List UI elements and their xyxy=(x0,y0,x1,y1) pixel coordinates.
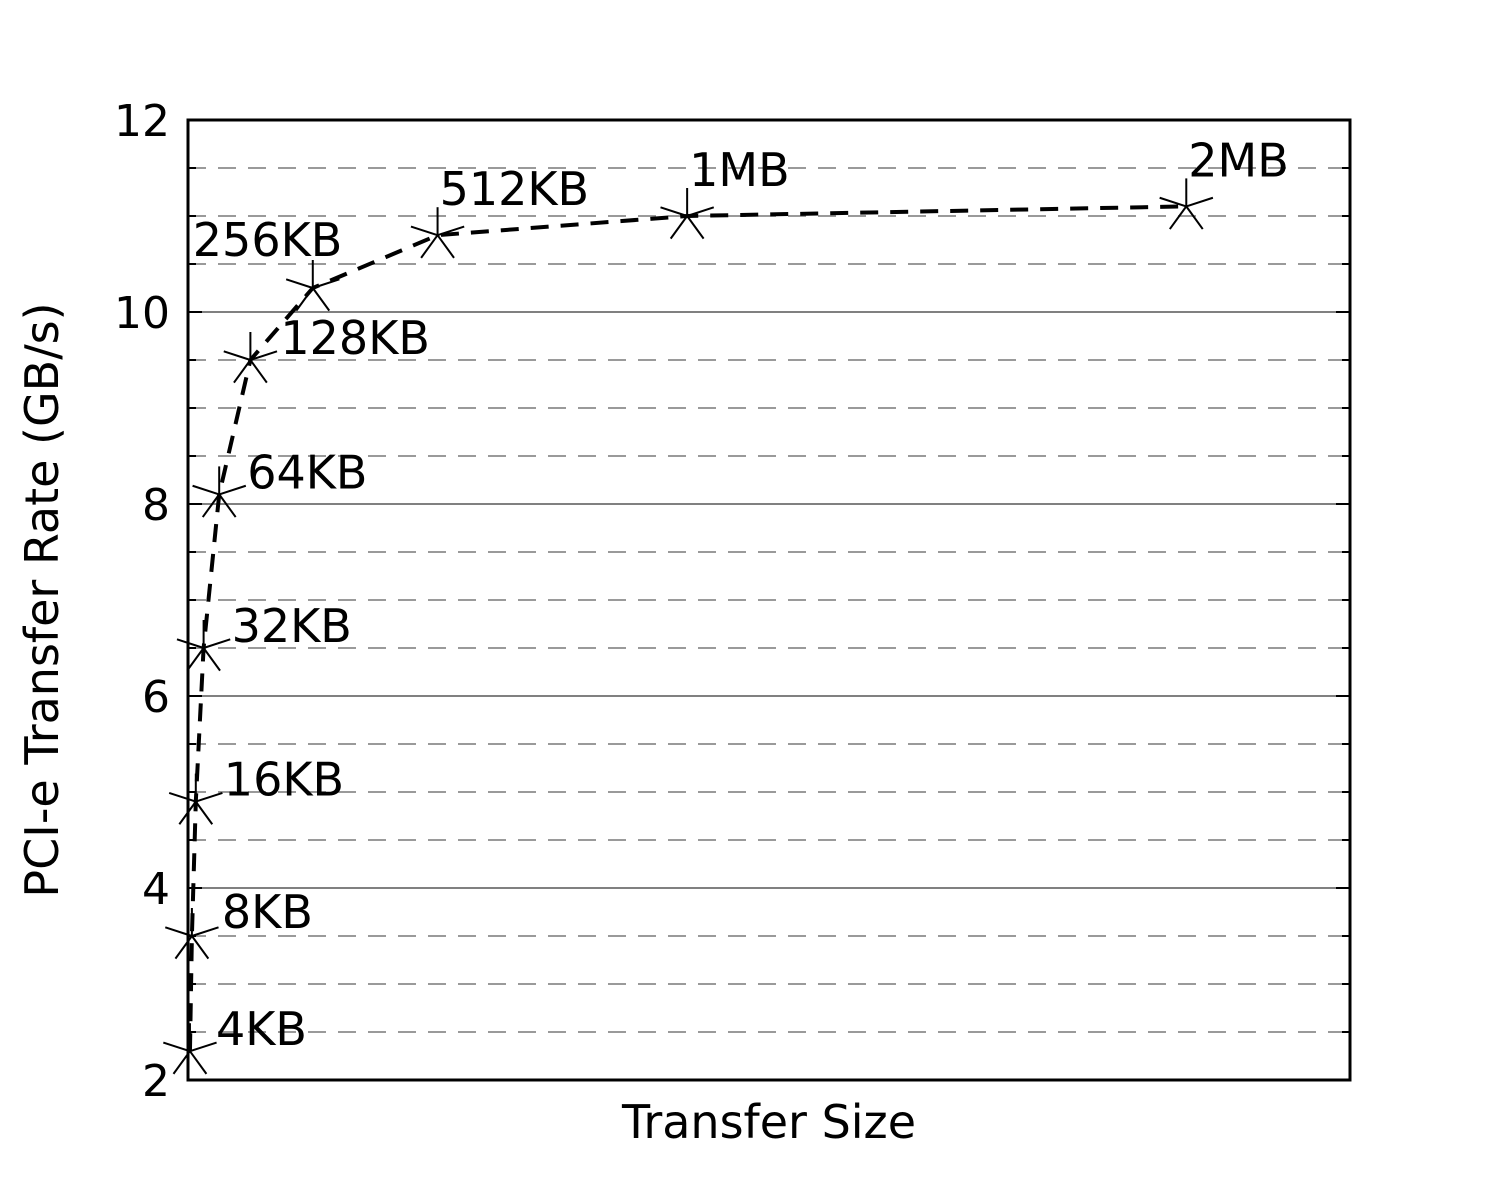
star-arm xyxy=(1185,205,1204,230)
point-labels: 4KB 8KB 16KB 32KB 64KB 128KB 256KB 512KB 1MB 2MB xyxy=(193,133,1289,1056)
data-point-star xyxy=(660,188,715,240)
star-arm xyxy=(189,1041,217,1053)
star-arm xyxy=(1185,196,1214,208)
y-tick-label: 4 xyxy=(142,864,170,915)
y-tick-label: 2 xyxy=(142,1056,170,1107)
star-arm xyxy=(436,234,455,259)
star-arm xyxy=(191,926,219,937)
star-arm xyxy=(311,287,331,312)
star-arm xyxy=(189,1050,208,1075)
star-arm xyxy=(218,484,247,496)
y-axis-label: PCI-e Transfer Rate (GB/s) xyxy=(15,302,69,897)
y-tick-label: 8 xyxy=(142,480,170,531)
point-label: 1MB xyxy=(689,143,790,197)
series-line xyxy=(187,204,1187,1052)
star-arm xyxy=(1159,196,1187,208)
star-arm xyxy=(249,359,268,384)
data-point-star xyxy=(1159,178,1214,230)
x-axis-label: Transfer Size xyxy=(621,1095,916,1149)
star-arm xyxy=(201,493,221,518)
data-series xyxy=(163,178,1214,1075)
point-label: 64KB xyxy=(247,445,367,499)
point-label: 16KB xyxy=(224,753,344,807)
star-arm xyxy=(420,234,439,259)
star-arm xyxy=(218,493,237,518)
star-arm xyxy=(233,359,252,384)
star-arm xyxy=(195,791,223,803)
star-arm xyxy=(223,350,251,361)
point-label: 32KB xyxy=(232,599,352,653)
star-arm xyxy=(192,484,220,496)
star-arm xyxy=(203,638,231,649)
star-arm xyxy=(186,647,205,672)
star-arm xyxy=(168,791,197,803)
y-tick-label: 12 xyxy=(114,96,170,147)
data-point-star xyxy=(163,1023,217,1075)
star-arm xyxy=(163,1041,191,1053)
star-arm xyxy=(176,638,204,649)
point-label: 4KB xyxy=(216,1002,307,1056)
star-arm xyxy=(312,278,340,289)
star-arm xyxy=(250,350,278,361)
point-label: 128KB xyxy=(280,311,430,365)
y-tick-label: 6 xyxy=(142,672,170,723)
star-arm xyxy=(669,215,688,240)
star-arm xyxy=(686,206,715,217)
star-arm xyxy=(202,647,221,672)
y-tick-label: 10 xyxy=(114,288,170,339)
star-arm xyxy=(660,206,688,217)
data-point-star xyxy=(410,207,465,259)
point-label: 512KB xyxy=(440,162,590,216)
grid-lines xyxy=(188,167,1350,1033)
star-arm xyxy=(686,215,705,240)
point-label: 2MB xyxy=(1188,133,1289,187)
star-arm xyxy=(191,935,210,960)
star-arm xyxy=(295,287,314,312)
axis-ticks: 2 4 6 8 10 12 xyxy=(114,96,1350,1107)
star-arm xyxy=(194,801,214,825)
star-arm xyxy=(285,278,314,289)
plot-frame xyxy=(186,118,1352,1082)
point-label: 256KB xyxy=(193,213,343,267)
data-point-star xyxy=(176,620,231,672)
star-arm xyxy=(410,225,438,237)
star-arm xyxy=(437,225,465,237)
data-point-star xyxy=(223,332,278,384)
data-point-star xyxy=(168,773,223,825)
point-label: 8KB xyxy=(222,885,313,939)
data-point-star xyxy=(192,466,247,518)
star-arm xyxy=(1169,205,1188,230)
data-point-star xyxy=(285,260,340,312)
